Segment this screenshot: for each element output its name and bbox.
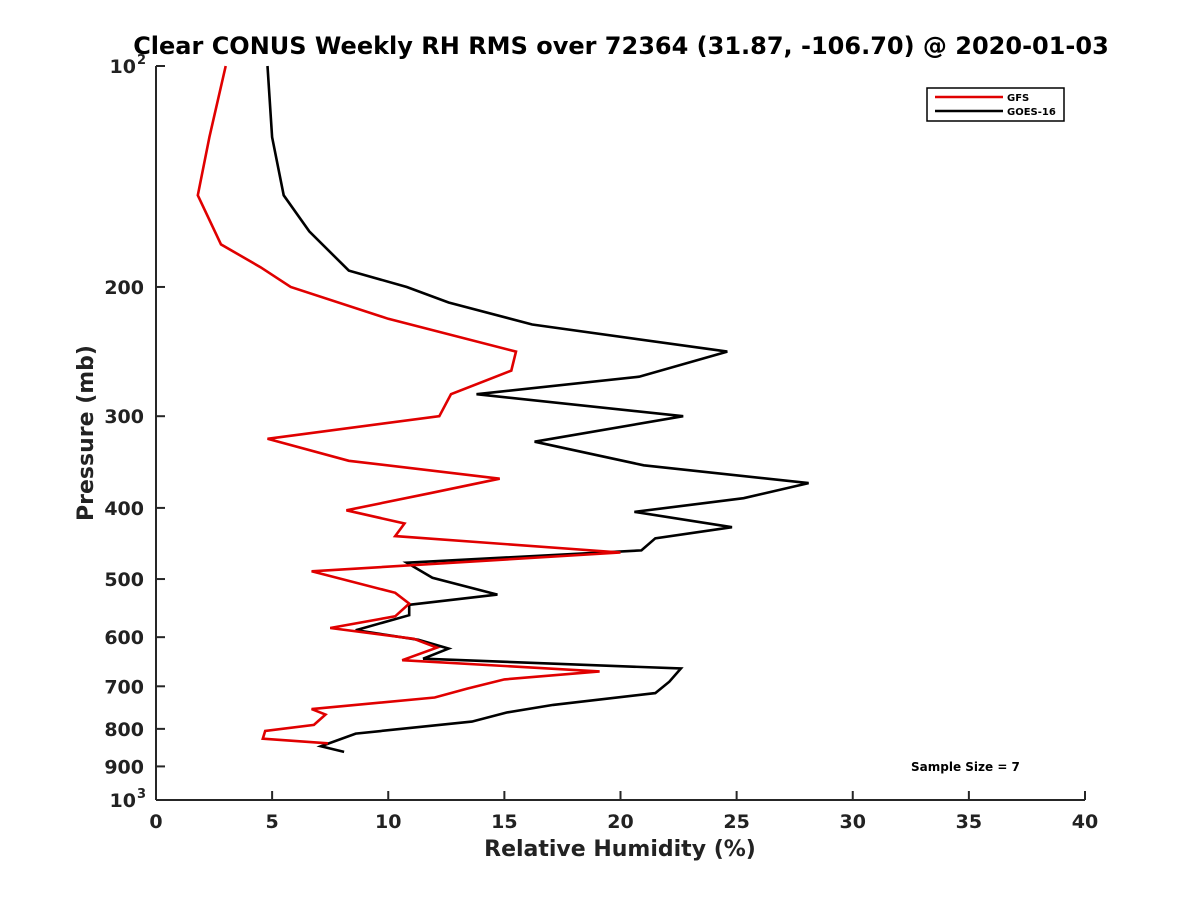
y-tick-label: 600 [104, 627, 144, 649]
x-tick-label: 30 [840, 811, 866, 833]
y-tick-label: 500 [104, 569, 144, 591]
y-tick-label: 10 [110, 790, 136, 812]
x-tick-label: 25 [723, 811, 749, 833]
x-tick-label: 20 [607, 811, 633, 833]
x-tick-label: 5 [266, 811, 279, 833]
y-tick-label: 10 [110, 56, 136, 78]
x-tick-label: 15 [491, 811, 517, 833]
y-tick-exponent: 3 [137, 787, 146, 802]
series-line-gfs [196, 65, 621, 745]
legend-box [926, 87, 1065, 122]
plot-frame [156, 66, 1085, 800]
legend-label-gfs: GFS [1007, 93, 1029, 104]
x-tick-label: 0 [149, 811, 162, 833]
x-axis-label: Relative Humidity (%) [484, 837, 756, 862]
y-tick-label: 400 [104, 498, 144, 520]
y-tick-label: 900 [104, 756, 144, 778]
x-ticks: 0 5 10 15 20 25 30 35 40 [149, 791, 1098, 833]
x-tick-label: 40 [1072, 811, 1098, 833]
y-tick-exponent: 2 [137, 53, 146, 68]
y-tick-label: 200 [104, 277, 144, 299]
x-tick-label: 35 [956, 811, 982, 833]
series-layer [196, 65, 809, 754]
y-axis-label: Pressure (mb) [74, 345, 99, 521]
legend: GFS GOES-16 [926, 87, 1065, 122]
y-tick-label: 700 [104, 676, 144, 698]
y-tick-label: 300 [104, 406, 144, 428]
sample-size-annotation: Sample Size = 7 [911, 760, 1020, 774]
x-tick-label: 10 [375, 811, 401, 833]
series-line-goes16 [266, 65, 809, 754]
legend-label-goes16: GOES-16 [1007, 107, 1056, 118]
chart-title: Clear CONUS Weekly RH RMS over 72364 (31… [133, 32, 1109, 60]
y-tick-label: 800 [104, 719, 144, 741]
